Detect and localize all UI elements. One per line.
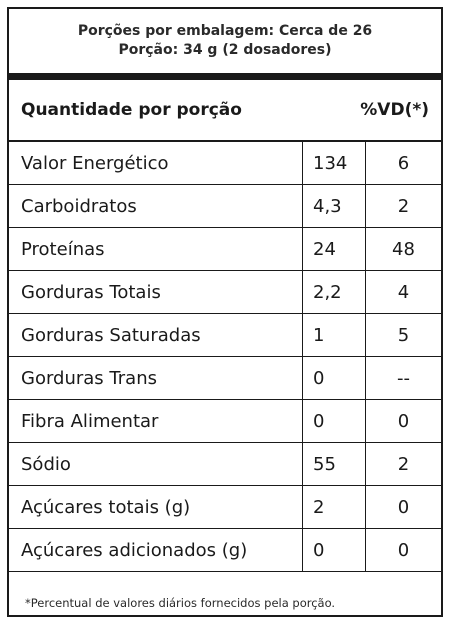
serving-size: Porção: 34 g (2 dosadores) (118, 42, 332, 58)
nutrient-daily-value: -- (365, 356, 441, 400)
nutrient-quantity: 2,2 (302, 270, 366, 314)
nutrient-name: Sódio (9, 442, 303, 486)
nutrient-quantity: 2 (302, 485, 366, 529)
nutrient-name: Gorduras Saturadas (9, 313, 303, 357)
table-row: Carboidratos 4,3 2 (9, 184, 441, 228)
nutrient-daily-value: 0 (365, 399, 441, 443)
nutrient-name: Açúcares totais (g) (9, 485, 303, 529)
nutrient-name: Gorduras Trans (9, 356, 303, 400)
nutrient-daily-value: 0 (365, 528, 441, 572)
column-header: Quantidade por porção %VD(*) (9, 80, 441, 142)
nutrient-quantity: 0 (302, 399, 366, 443)
vd-column-label: %VD(*) (360, 100, 429, 120)
nutrient-daily-value: 48 (365, 227, 441, 271)
table-row: Fibra Alimentar 0 0 (9, 399, 441, 443)
nutrient-quantity: 0 (302, 528, 366, 572)
nutrition-label: Porções por embalagem: Cerca de 26 Porçã… (7, 7, 443, 617)
table-row: Gorduras Saturadas 1 5 (9, 313, 441, 357)
nutrient-daily-value: 0 (365, 485, 441, 529)
quantity-column-label: Quantidade por porção (21, 100, 242, 120)
nutrient-quantity: 1 (302, 313, 366, 357)
nutrient-quantity: 134 (302, 142, 366, 185)
nutrient-name: Proteínas (9, 227, 303, 271)
nutrient-table: Valor Energético 134 6 Carboidratos 4,3 2 Prot… (9, 142, 441, 572)
nutrient-name: Valor Energético (9, 142, 303, 185)
thick-divider (9, 73, 441, 80)
nutrient-daily-value: 4 (365, 270, 441, 314)
table-row: Açúcares adicionados (g) 0 0 (9, 528, 441, 572)
serving-header: Porções por embalagem: Cerca de 26 Porçã… (9, 9, 441, 73)
nutrient-daily-value: 2 (365, 442, 441, 486)
table-row: Açúcares totais (g) 2 0 (9, 485, 441, 529)
nutrient-quantity: 0 (302, 356, 366, 400)
nutrient-name: Açúcares adicionados (g) (9, 528, 303, 572)
nutrient-name: Fibra Alimentar (9, 399, 303, 443)
nutrient-quantity: 4,3 (302, 184, 366, 228)
nutrient-quantity: 55 (302, 442, 366, 486)
table-row: Sódio 55 2 (9, 442, 441, 486)
table-row: Valor Energético 134 6 (9, 142, 441, 185)
table-row: Gorduras Trans 0 -- (9, 356, 441, 400)
nutrient-daily-value: 6 (365, 142, 441, 185)
table-row: Gorduras Totais 2,2 4 (9, 270, 441, 314)
nutrient-name: Gorduras Totais (9, 270, 303, 314)
nutrient-daily-value: 5 (365, 313, 441, 357)
table-row: Proteínas 24 48 (9, 227, 441, 271)
footnote: *Percentual de valores diários fornecido… (25, 596, 336, 610)
servings-per-package: Porções por embalagem: Cerca de 26 (77, 23, 373, 39)
nutrient-name: Carboidratos (9, 184, 303, 228)
nutrient-daily-value: 2 (365, 184, 441, 228)
nutrient-quantity: 24 (302, 227, 366, 271)
